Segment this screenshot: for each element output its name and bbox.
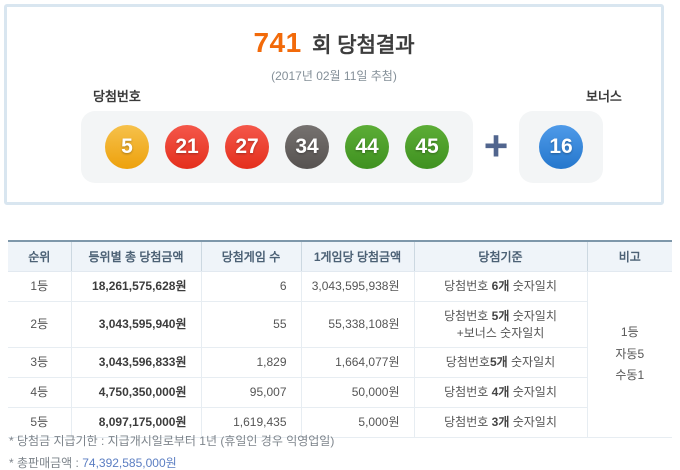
rank-cell: 4등	[8, 377, 71, 408]
lotto-ball-3: 27	[225, 125, 269, 169]
table-row-rank2: 2등 3,043,595,940원 55 55,338,108원 당첨번호 5개…	[8, 301, 672, 349]
draw-date: (2017년 02월 11일 추첨)	[271, 69, 397, 83]
criteria-count: 6개	[491, 279, 510, 293]
total-sales-label: * 총판매금액 :	[9, 455, 83, 470]
rank-cell: 3등	[8, 347, 71, 379]
total-sales-note: * 총판매금액 : 74,392,585,000원	[9, 455, 334, 470]
winning-games-cell: 95,007	[200, 377, 301, 408]
remark-line: 자동5	[615, 346, 645, 361]
total-prize-cell: 4,750,350,000원	[70, 377, 201, 408]
rank-cell: 1등	[8, 271, 71, 302]
lotto-ball-4: 34	[285, 125, 329, 169]
winning-games-cell: 6	[200, 271, 301, 302]
table-row-rank3: 3등 3,043,596,833원 1,829 1,664,077원 당첨번호5…	[8, 347, 672, 379]
bonus-number-group: 16	[519, 111, 603, 183]
per-game-prize-cell: 1,664,077원	[300, 347, 414, 379]
plus-icon: +	[483, 122, 509, 169]
criteria-text: 숫자일치	[507, 355, 556, 370]
prize-table: 순위 등위별 총 당첨금액 당첨게임 수 1게임당 당첨금액 당첨기준 비고 1…	[8, 240, 672, 438]
per-game-prize-cell: 55,338,108원	[300, 301, 414, 349]
total-prize-cell: 3,043,596,833원	[70, 347, 201, 379]
col-header-criteria: 당첨기준	[413, 240, 587, 272]
lotto-ball-1: 5	[105, 125, 149, 169]
rank-cell: 5등	[8, 407, 71, 438]
winning-games-cell: 1,619,435	[200, 407, 301, 438]
page-title: 741 회 당첨결과	[7, 27, 661, 59]
per-game-prize-cell: 50,000원	[300, 377, 414, 408]
lotto-ball-bonus: 16	[539, 125, 583, 169]
criteria-cell: 당첨번호 3개 숫자일치	[413, 407, 587, 438]
winning-games-cell: 55	[200, 301, 301, 349]
total-prize-cell: 18,261,575,628원	[70, 271, 201, 302]
winning-numbers-label: 당첨번호	[93, 89, 141, 104]
prize-table-header: 순위 등위별 총 당첨금액 당첨게임 수 1게임당 당첨금액 당첨기준 비고	[8, 240, 672, 272]
draw-round-number: 741	[253, 27, 302, 58]
winning-numbers-group: 5 21 27 34 44 45	[81, 111, 473, 183]
criteria-cell: 당첨번호5개 숫자일치	[413, 347, 587, 379]
lotto-ball-6: 45	[405, 125, 449, 169]
total-prize-cell: 8,097,175,000원	[70, 407, 201, 438]
criteria-text: 당첨번호	[445, 355, 490, 370]
criteria-count: 3개	[491, 414, 510, 429]
remark-cell: 1등 자동5 수동1	[586, 271, 672, 438]
criteria-text: 숫자일치	[509, 279, 557, 293]
col-header-total: 등위별 총 당첨금액	[70, 240, 201, 272]
lotto-ball-2: 21	[165, 125, 209, 169]
table-row-rank5: 5등 8,097,175,000원 1,619,435 5,000원 당첨번호 …	[8, 407, 672, 438]
criteria-text: 숫자일치	[509, 308, 557, 323]
table-row-rank1: 1등 18,261,575,628원 6 3,043,595,938원 당첨번호…	[8, 271, 672, 438]
criteria-text: 당첨번호	[444, 279, 492, 293]
remark-line: 수동1	[615, 368, 645, 383]
per-game-prize-cell: 3,043,595,938원	[300, 271, 414, 302]
total-prize-cell: 3,043,595,940원	[70, 301, 201, 349]
total-sales-amount: 74,392,585,000원	[82, 455, 177, 470]
payment-deadline-note: * 당첨금 지급기한 : 지급개시일로부터 1년 (휴일인 경우 익영업일)	[9, 434, 335, 448]
criteria-count: 5개	[491, 308, 510, 323]
criteria-text: 당첨번호	[444, 385, 492, 400]
col-header-rank: 순위	[8, 240, 71, 272]
criteria-text: 당첨번호	[444, 308, 492, 323]
page-title-suffix: 회 당첨결과	[312, 34, 415, 57]
lotto-ball-5: 44	[345, 125, 389, 169]
criteria-line2: +보너스 숫자일치	[456, 325, 545, 340]
criteria-cell: 당첨번호 6개 숫자일치	[413, 271, 587, 302]
criteria-text: 숫자일치	[509, 414, 557, 429]
criteria-cell: 당첨번호 5개 숫자일치 +보너스 숫자일치	[413, 301, 587, 349]
criteria-cell: 당첨번호 4개 숫자일치	[413, 377, 587, 408]
rank-cell: 2등	[8, 301, 71, 349]
criteria-text: 숫자일치	[509, 385, 557, 400]
remark-line: 1등	[620, 325, 639, 339]
table-row-rank4: 4등 4,750,350,000원 95,007 50,000원 당첨번호 4개…	[8, 377, 672, 408]
criteria-count: 5개	[489, 355, 508, 370]
footnotes: * 당첨금 지급기한 : 지급개시일로부터 1년 (휴일인 경우 익영업일) *…	[9, 433, 334, 470]
col-header-games: 당첨게임 수	[200, 240, 301, 272]
winning-games-cell: 1,829	[200, 347, 301, 379]
criteria-text: 당첨번호	[444, 414, 492, 429]
draw-result-panel: 741 회 당첨결과 (2017년 02월 11일 추첨) 당첨번호 보너스 5…	[4, 4, 664, 205]
per-game-prize-cell: 5,000원	[300, 407, 414, 438]
bonus-label: 보너스	[586, 89, 622, 104]
criteria-count: 4개	[491, 385, 510, 400]
col-header-per-game: 1게임당 당첨금액	[300, 240, 414, 272]
col-header-remark: 비고	[586, 240, 672, 272]
